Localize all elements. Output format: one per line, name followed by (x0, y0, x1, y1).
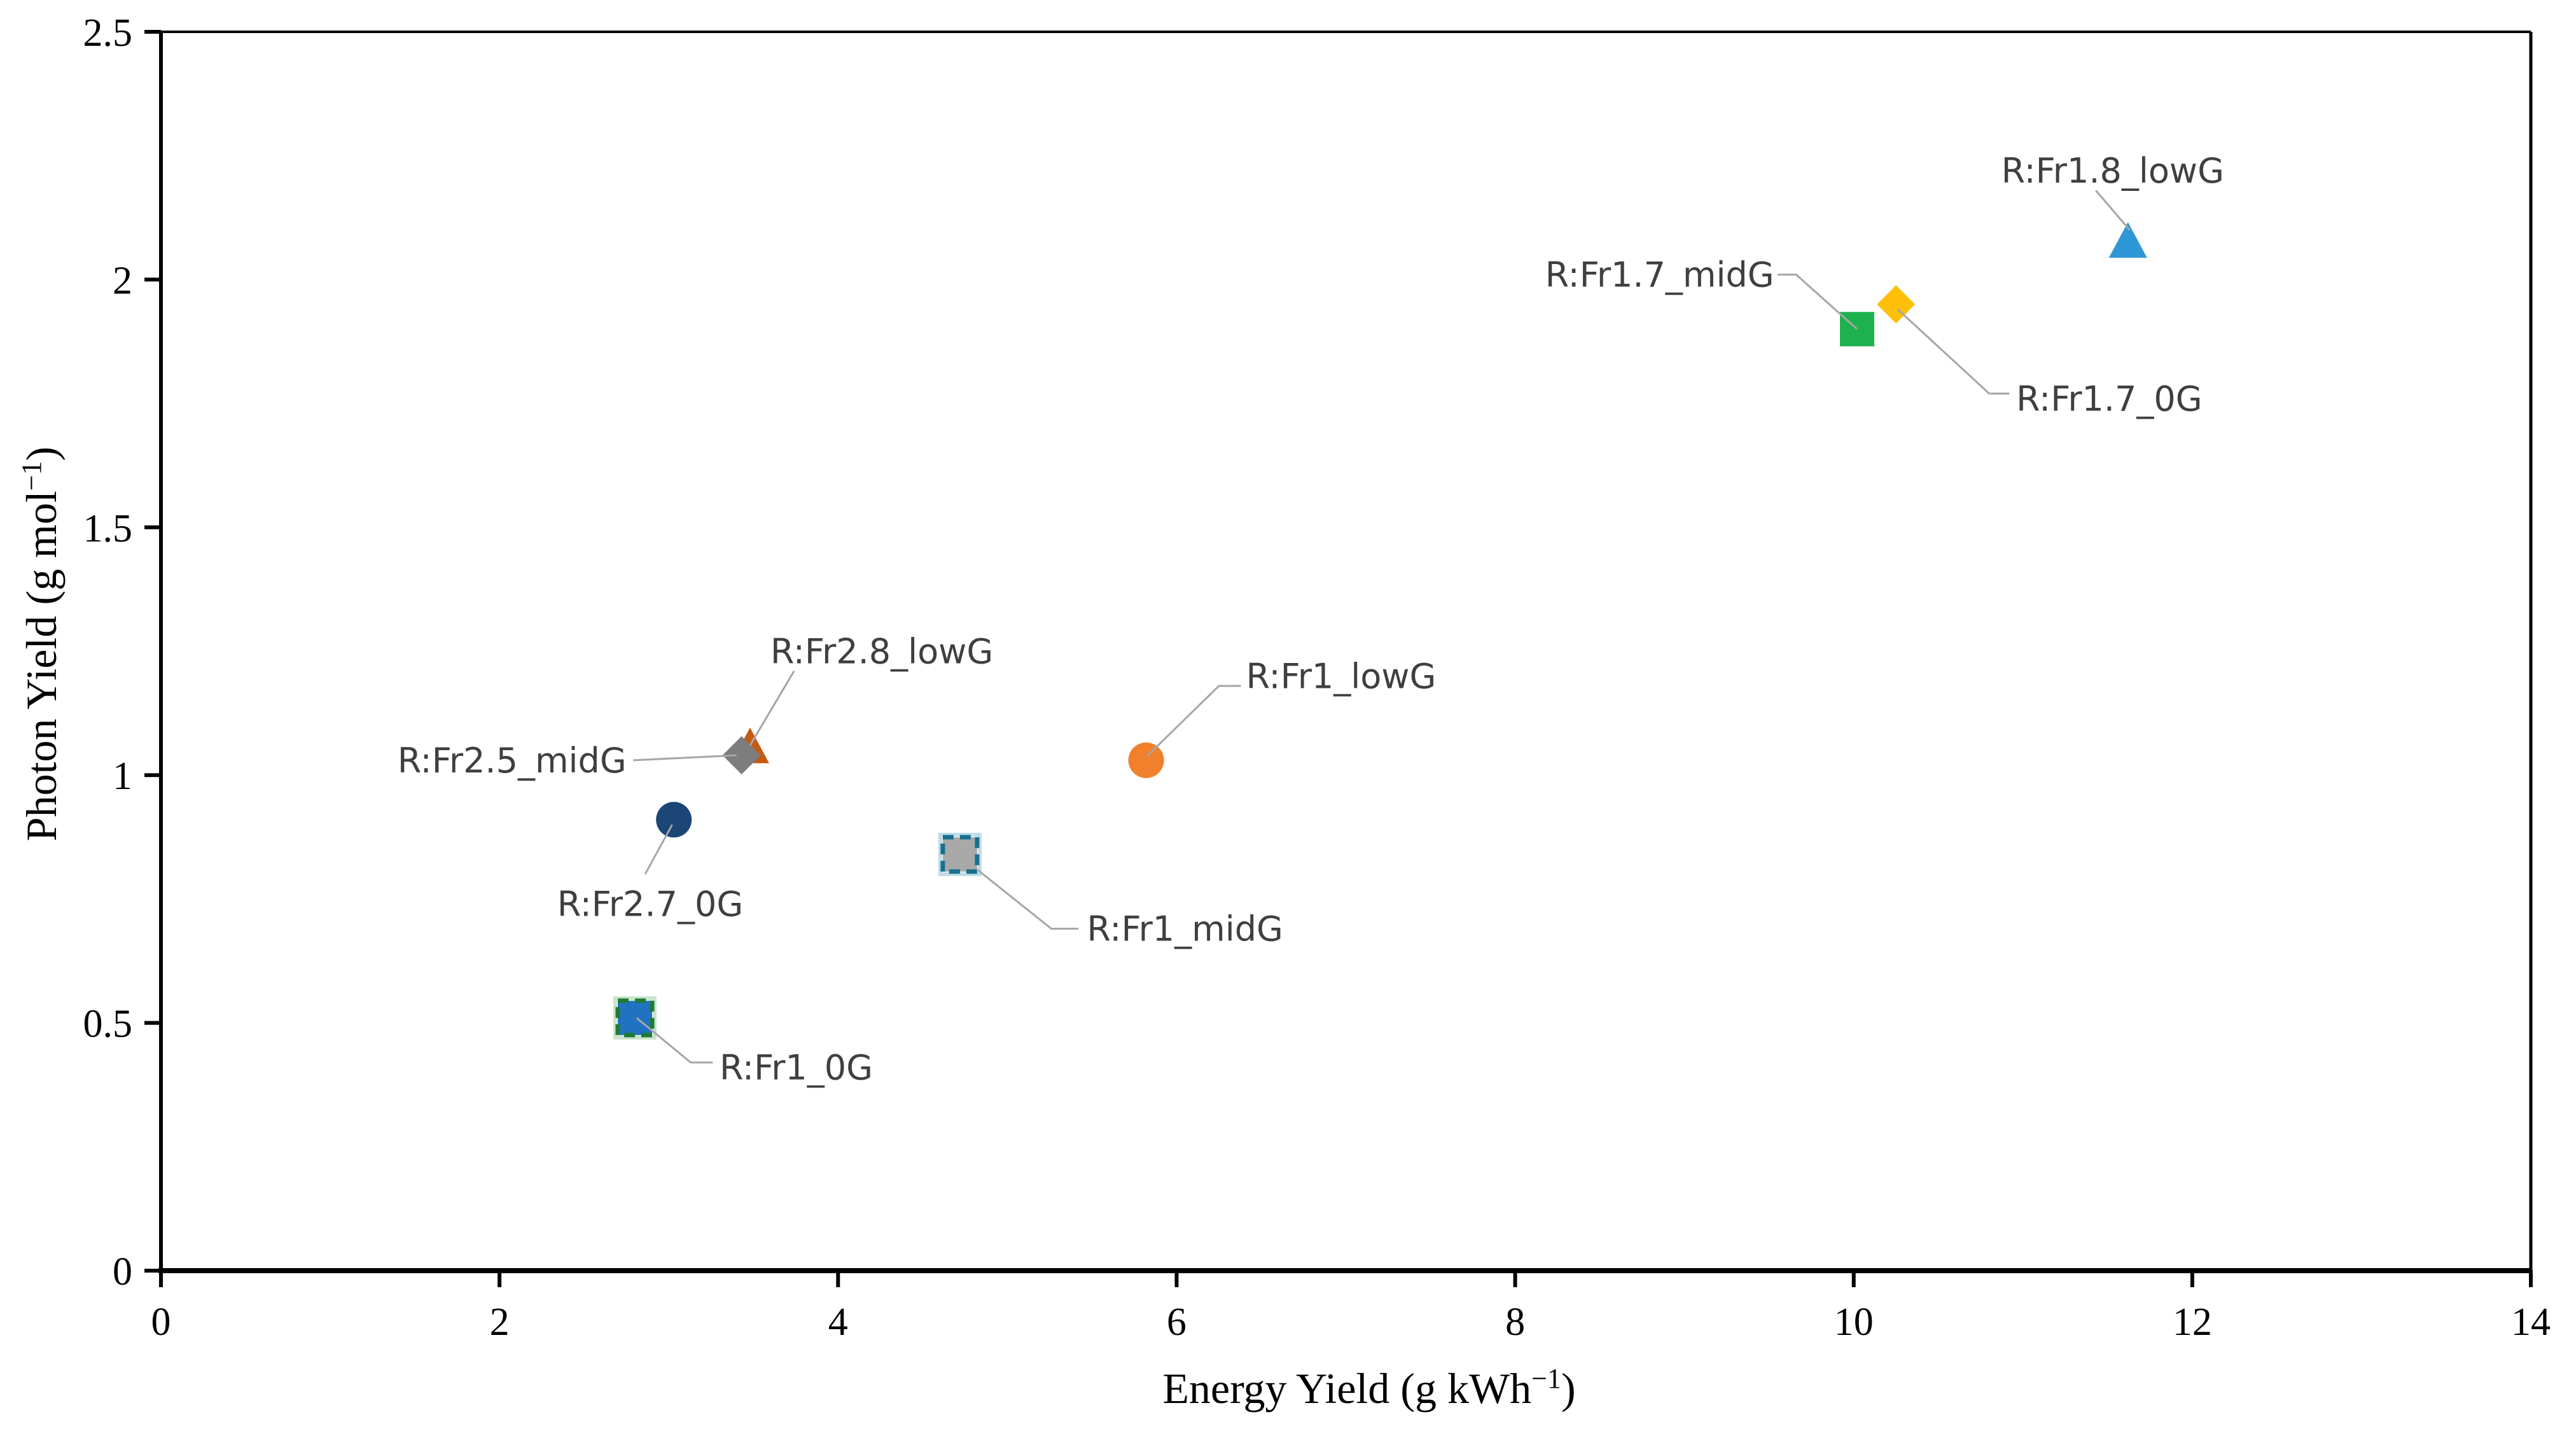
label-r-fr2-7-0g: R:Fr2.7_0G (557, 884, 743, 925)
marker-r-fr1-midg-halo (938, 832, 982, 876)
label-r-fr1-0g: R:Fr1_0G (720, 1048, 873, 1088)
x-tick-label: 6 (1167, 1301, 1187, 1344)
leader-line-r-fr1-8-lowg (2095, 190, 2131, 231)
marker-r-fr1-0g (615, 998, 655, 1038)
y-tick-label: 1 (113, 755, 132, 798)
label-r-fr2-8-lowg: R:Fr2.8_lowG (770, 632, 993, 672)
leader-line-r-fr1-midg (976, 868, 1079, 930)
marker-r-fr1-0g-halo (613, 996, 657, 1040)
y-tick-label: 2 (113, 259, 132, 302)
leader-line-r-fr1-0g (636, 1017, 713, 1064)
label-r-fr1-lowg: R:Fr1_lowG (1246, 656, 1437, 696)
marker-r-fr2-7-0g (656, 802, 692, 838)
leader-line-r-fr2-5-midg (633, 754, 737, 762)
label-r-fr1-7-0g: R:Fr1.7_0G (2016, 379, 2202, 419)
leader-line-r-fr2-7-0g (644, 824, 673, 875)
label-r-fr1-7-midg: R:Fr1.7_midG (1545, 255, 1774, 295)
x-tick-label: 2 (490, 1301, 510, 1344)
x-tick-label: 8 (1505, 1301, 1525, 1344)
marker-r-fr1-8-lowg (2108, 222, 2147, 258)
x-axis-title: Energy Yield (g kWh−1) (1162, 1363, 1575, 1413)
x-tick-label: 0 (151, 1301, 171, 1344)
label-r-fr2-5-midg: R:Fr2.5_midG (398, 741, 627, 781)
marker-r-fr2-5-midg (722, 736, 761, 775)
leader-line-r-fr1-7-midg (1777, 274, 1858, 330)
x-tick-label: 14 (2511, 1301, 2551, 1344)
y-tick-label: 1.5 (83, 507, 133, 550)
leader-line-r-fr2-8-lowg (749, 670, 795, 746)
y-axis-title: Photon Yield (g mol−1) (16, 447, 66, 841)
x-tick-label: 4 (828, 1301, 848, 1344)
marker-r-fr1-lowg (1128, 742, 1164, 778)
y-tick-label: 2.5 (83, 11, 133, 55)
label-r-fr1-midg: R:Fr1_midG (1087, 909, 1283, 949)
leader-line-r-fr1-7-0g (1897, 309, 2010, 395)
leader-line-r-fr1-lowg (1147, 685, 1241, 757)
marker-r-fr1-7-0g (1877, 285, 1916, 324)
label-r-fr1-8-lowg: R:Fr1.8_lowG (2002, 151, 2224, 191)
x-tick-label: 12 (2173, 1301, 2212, 1344)
marker-r-fr1-midg (940, 835, 980, 874)
x-tick-label: 10 (1834, 1301, 1874, 1344)
y-tick-label: 0 (113, 1250, 132, 1294)
y-tick-label: 0.5 (83, 1003, 133, 1046)
